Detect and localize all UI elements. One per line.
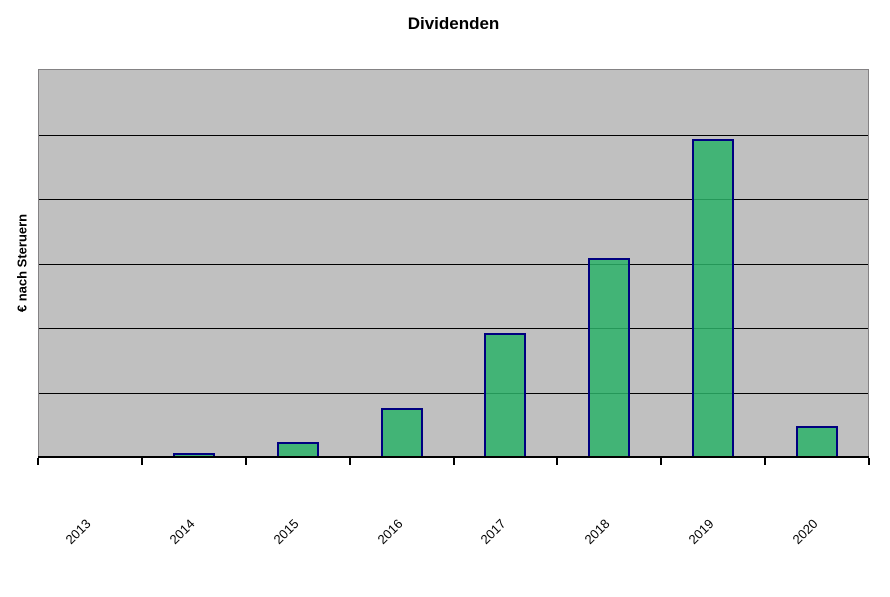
bar-2014 bbox=[173, 453, 215, 457]
gridline bbox=[39, 264, 868, 265]
x-tick bbox=[453, 458, 455, 465]
gridline bbox=[39, 393, 868, 394]
gridline bbox=[39, 199, 868, 200]
gridline bbox=[39, 328, 868, 329]
x-label-2016: 2016 bbox=[374, 516, 406, 548]
plot-area bbox=[38, 69, 869, 458]
x-tick bbox=[868, 458, 870, 465]
x-label-2019: 2019 bbox=[685, 516, 717, 548]
x-label-2013: 2013 bbox=[62, 516, 94, 548]
bar-2019 bbox=[692, 139, 734, 457]
x-tick bbox=[37, 458, 39, 465]
x-tick bbox=[764, 458, 766, 465]
x-tick bbox=[141, 458, 143, 465]
x-axis-ticks bbox=[37, 458, 870, 466]
x-label-2015: 2015 bbox=[270, 516, 302, 548]
bar-2017 bbox=[484, 333, 526, 457]
bar-2020 bbox=[796, 426, 838, 457]
x-tick bbox=[349, 458, 351, 465]
gridline bbox=[39, 135, 868, 136]
x-tick bbox=[660, 458, 662, 465]
x-tick bbox=[556, 458, 558, 465]
bar-2015 bbox=[277, 442, 319, 457]
x-label-2018: 2018 bbox=[581, 516, 613, 548]
bar-2016 bbox=[381, 408, 423, 457]
x-tick bbox=[245, 458, 247, 465]
x-axis-line bbox=[38, 456, 869, 458]
x-label-2017: 2017 bbox=[477, 516, 509, 548]
x-label-2014: 2014 bbox=[166, 516, 198, 548]
y-axis-label: € nach Steruern bbox=[14, 213, 30, 313]
x-label-2020: 2020 bbox=[789, 516, 821, 548]
bar-2018 bbox=[588, 258, 630, 457]
chart-title: Dividenden bbox=[407, 14, 500, 33]
